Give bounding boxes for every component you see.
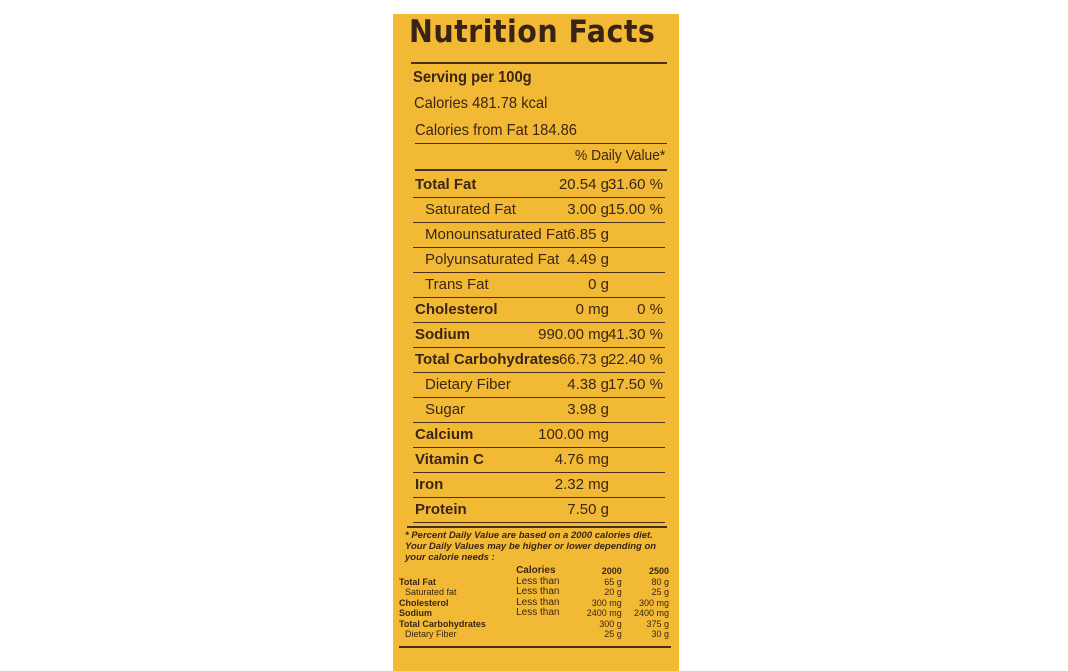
dv-cell: 300 g (599, 618, 622, 629)
dv-row: Total Carbohydrates 300 g 375 g (399, 619, 669, 630)
dv-cell: 65 g (604, 576, 622, 587)
dv-cell: Saturated fat (405, 587, 457, 597)
nutrient-row: Total Carbohydrates 66.73 g 22.40 % (413, 347, 665, 373)
dv-cell: 375 g (646, 618, 669, 629)
calories-from-fat: Calories from Fat 184.86 (415, 122, 577, 139)
dv-cell: 2400 mg (586, 608, 622, 618)
dv-cell (516, 629, 574, 640)
dv-cell: 30 g (651, 629, 669, 639)
nutrient-amount: 0 g (588, 276, 609, 293)
dv-cell: 20 g (604, 587, 622, 597)
nutrient-amount: 66.73 g (558, 351, 609, 368)
nutrient-row: Dietary Fiber 4.38 g 17.50 % (413, 372, 665, 398)
daily-value-table: Calories 2000 2500 Total Fat Less than 65 g 80… (399, 565, 669, 640)
nutrient-percent: 15.00 % (607, 201, 663, 218)
nutrient-percent: 31.60 % (607, 176, 663, 193)
nutrient-row: Cholesterol 0 mg 0 % (413, 297, 665, 323)
nutrient-amount: 6.85 g (567, 226, 609, 243)
dv-cell: Dietary Fiber (405, 629, 457, 639)
nutrient-name: Calcium (415, 426, 474, 443)
dv-cell (399, 566, 516, 577)
nutrient-percent: 41.30 % (607, 326, 663, 343)
divider (415, 143, 667, 144)
dv-cell: 2500 (648, 566, 669, 576)
nutrient-row: Sugar 3.98 g (413, 397, 665, 423)
nutrient-percent: 0 % (637, 301, 663, 318)
nutrient-row: Total Fat 20.54 g 31.60 % (413, 172, 665, 198)
serving-size: Serving per 100g (413, 69, 532, 86)
nutrient-amount: 100.00 mg (538, 426, 609, 443)
nutrient-row: Trans Fat 0 g (413, 272, 665, 298)
nutrient-name: Sugar (425, 401, 466, 418)
nutrient-amount: 4.38 g (567, 376, 609, 393)
nutrient-row: Calcium 100.00 mg (413, 422, 665, 448)
nutrient-percent: 22.40 % (607, 351, 663, 368)
divider (399, 646, 671, 648)
footnote: * Percent Daily Value are based on a 200… (405, 530, 657, 563)
nutrient-name: Total Fat (415, 176, 477, 193)
nutrient-row: Polyunsaturated Fat 4.49 g (413, 247, 665, 273)
nutrient-name: Sodium (415, 326, 470, 343)
divider (415, 169, 667, 171)
nutrient-name: Protein (415, 501, 467, 518)
dv-cell: Cholesterol (399, 597, 449, 608)
divider (407, 526, 667, 528)
label-title: Nutrition Facts (409, 14, 656, 50)
nutrition-label: Nutrition Facts Serving per 100g Calorie… (393, 14, 679, 671)
dv-row: Sodium Less than 2400 mg 2400 mg (399, 607, 669, 619)
dv-cell: 2000 (601, 566, 622, 576)
dv-cell: 2400 mg (633, 608, 669, 618)
nutrient-row: Protein 7.50 g (413, 497, 665, 523)
dv-row: Dietary Fiber 25 g 30 g (399, 629, 669, 640)
nutrient-percent: 17.50 % (607, 376, 663, 393)
dv-cell: Calories (516, 565, 556, 576)
dv-cell: 80 g (651, 576, 669, 587)
nutrient-amount: 3.98 g (567, 401, 609, 418)
dv-row: Saturated fat Less than 20 g 25 g (399, 586, 669, 598)
nutrient-amount: 0 mg (575, 301, 609, 318)
nutrient-amount: 990.00 mg (538, 326, 609, 343)
nutrient-row: Sodium 990.00 mg 41.30 % (413, 322, 665, 348)
nutrient-row: Monounsaturated Fat 6.85 g (413, 222, 665, 248)
nutrient-amount: 2.32 mg (554, 476, 609, 493)
nutrient-amount: 20.54 g (558, 176, 609, 193)
dv-cell: Less than (516, 596, 560, 608)
nutrient-name: Vitamin C (415, 451, 484, 468)
divider (411, 62, 667, 64)
nutrient-name: Saturated Fat (425, 201, 516, 218)
nutrient-name: Monounsaturated Fat (425, 226, 568, 243)
calories: Calories 481.78 kcal (414, 95, 548, 112)
nutrient-name: Dietary Fiber (425, 376, 511, 393)
dv-cell: Less than (516, 607, 560, 618)
dv-cell: 25 g (651, 587, 669, 597)
dv-cell: 300 mg (638, 597, 669, 608)
nutrient-amount: 4.49 g (567, 251, 609, 268)
nutrient-amount: 7.50 g (567, 501, 609, 518)
dv-cell: Less than (516, 586, 560, 597)
dv-row: Total Fat Less than 65 g 80 g (399, 575, 669, 588)
daily-value-header: % Daily Value* (575, 147, 666, 164)
dv-cell: Sodium (399, 608, 432, 618)
dv-header-row: Calories 2000 2500 (399, 565, 669, 577)
nutrient-row: Vitamin C 4.76 mg (413, 447, 665, 473)
nutrient-name: Trans Fat (425, 276, 489, 293)
dv-row: Cholesterol Less than 300 mg 300 mg (399, 596, 669, 609)
nutrient-name: Cholesterol (415, 301, 498, 318)
nutrient-row: Saturated Fat 3.00 g 15.00 % (413, 197, 665, 223)
nutrient-name: Iron (415, 476, 444, 493)
dv-cell (516, 619, 574, 630)
nutrient-name: Total Carbohydrates (415, 351, 560, 368)
dv-cell: Less than (516, 575, 560, 587)
dv-cell: Total Carbohydrates (399, 618, 486, 629)
nutrient-name: Polyunsaturated Fat (425, 251, 560, 268)
dv-cell: 300 mg (591, 597, 622, 608)
dv-cell: 25 g (604, 629, 622, 639)
nutrient-amount: 3.00 g (567, 201, 609, 218)
dv-cell: Total Fat (399, 576, 436, 587)
nutrient-amount: 4.76 mg (554, 451, 609, 468)
nutrient-row: Iron 2.32 mg (413, 472, 665, 498)
